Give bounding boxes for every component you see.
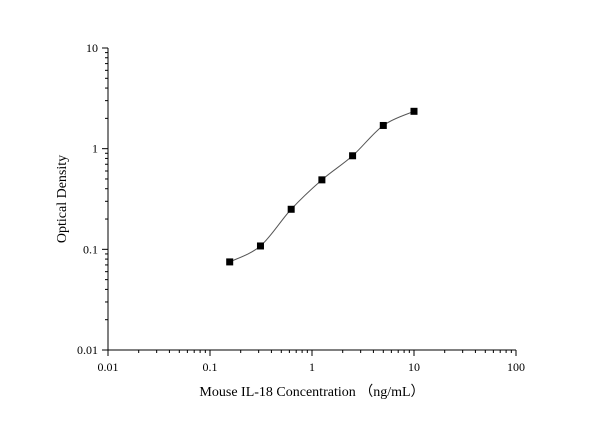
axes <box>107 48 516 351</box>
data-points <box>226 107 418 266</box>
x-tick-label: 0.1 <box>203 360 218 374</box>
data-point <box>379 121 387 129</box>
y-tick-label: 0.1 <box>83 242 98 256</box>
x-tick-label: 1 <box>309 360 315 374</box>
x-tick-label: 100 <box>507 360 525 374</box>
data-point <box>349 152 357 160</box>
x-axis-title: Mouse IL-18 Concentration （ng/mL） <box>199 384 424 400</box>
fit-curve-layer <box>229 110 415 263</box>
y-tick-label: 10 <box>86 41 98 55</box>
x-tick-label: 10 <box>408 360 420 374</box>
y-axis-title: Optical Density <box>55 155 70 243</box>
data-point <box>256 242 264 250</box>
data-point <box>318 176 326 184</box>
x-tick-label: 0.01 <box>98 360 119 374</box>
ticks: 0.01 0.1 1 10 100 0.01 0.1 1 10 <box>77 41 525 374</box>
data-point <box>287 205 295 213</box>
data-point <box>410 107 418 115</box>
fit-curve <box>229 110 415 263</box>
y-tick-label: 1 <box>92 142 98 156</box>
y-tick-label: 0.01 <box>77 343 98 357</box>
data-point <box>226 258 234 266</box>
